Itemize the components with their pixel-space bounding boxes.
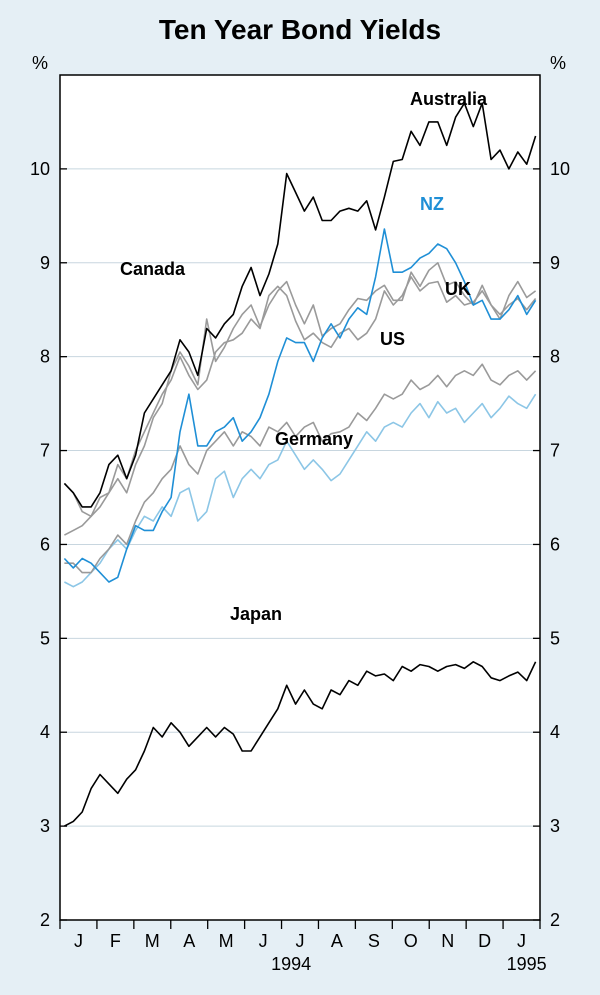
label-canada: Canada (120, 259, 186, 279)
label-germany: Germany (275, 429, 353, 449)
svg-text:S: S (368, 931, 380, 951)
bond-yields-chart: Ten Year Bond Yields 2233445566778899101… (0, 0, 600, 995)
svg-text:8: 8 (40, 347, 50, 367)
svg-text:9: 9 (40, 253, 50, 273)
svg-text:1995: 1995 (507, 954, 547, 974)
svg-text:8: 8 (550, 347, 560, 367)
svg-text:J: J (74, 931, 83, 951)
svg-text:3: 3 (40, 816, 50, 836)
svg-text:5: 5 (550, 628, 560, 648)
svg-text:M: M (219, 931, 234, 951)
svg-text:2: 2 (40, 910, 50, 930)
svg-text:J: J (296, 931, 305, 951)
svg-text:3: 3 (550, 816, 560, 836)
svg-text:F: F (110, 931, 121, 951)
svg-text:7: 7 (40, 441, 50, 461)
label-us: US (380, 329, 405, 349)
svg-text:7: 7 (550, 441, 560, 461)
label-australia: Australia (410, 89, 488, 109)
svg-text:A: A (183, 931, 195, 951)
svg-text:%: % (32, 53, 48, 73)
svg-text:1994: 1994 (271, 954, 311, 974)
svg-text:4: 4 (40, 722, 50, 742)
svg-text:N: N (441, 931, 454, 951)
svg-text:6: 6 (40, 534, 50, 554)
svg-text:2: 2 (550, 910, 560, 930)
svg-text:A: A (331, 931, 343, 951)
svg-text:O: O (404, 931, 418, 951)
svg-text:J: J (259, 931, 268, 951)
label-nz: NZ (420, 194, 444, 214)
svg-text:10: 10 (550, 159, 570, 179)
label-japan: Japan (230, 604, 282, 624)
svg-text:5: 5 (40, 628, 50, 648)
svg-text:%: % (550, 53, 566, 73)
svg-text:M: M (145, 931, 160, 951)
svg-text:4: 4 (550, 722, 560, 742)
svg-text:J: J (517, 931, 526, 951)
svg-text:6: 6 (550, 534, 560, 554)
chart-svg: 22334455667788991010%%JFMAMJJASONDJ19941… (0, 0, 600, 995)
svg-text:D: D (478, 931, 491, 951)
svg-text:9: 9 (550, 253, 560, 273)
label-uk: UK (445, 279, 471, 299)
svg-text:10: 10 (30, 159, 50, 179)
